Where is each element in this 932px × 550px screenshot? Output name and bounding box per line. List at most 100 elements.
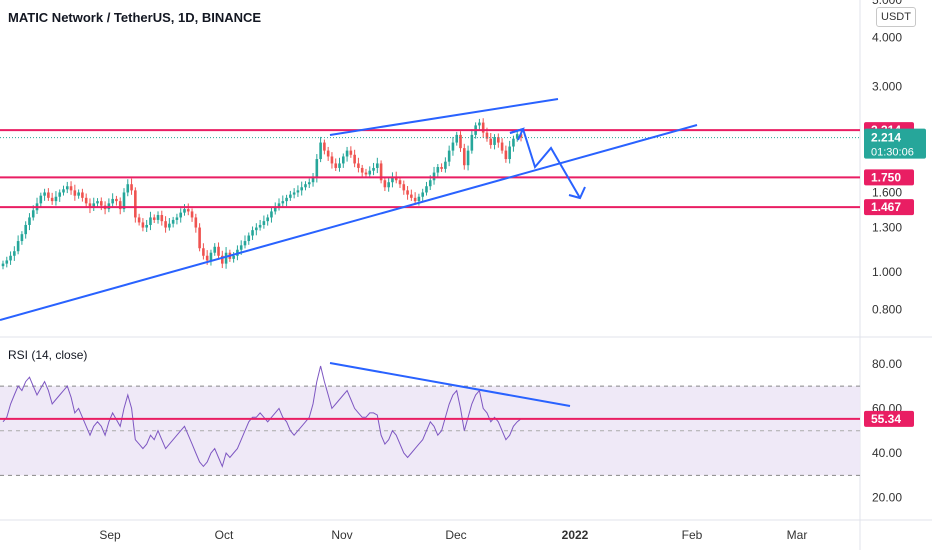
last-price-badge <box>864 128 926 159</box>
candle-body <box>512 138 515 147</box>
candle-body <box>24 224 27 235</box>
time-axis-ticks[interactable]: Sep Oct Nov Dec 2022 Feb Mar <box>99 528 807 542</box>
candle-body <box>156 215 160 220</box>
upper-channel-trendline[interactable] <box>329 98 559 136</box>
level-price-badge-text: 1.750 <box>871 170 901 184</box>
candle-body <box>410 194 413 198</box>
candle-body <box>20 234 24 242</box>
candle-body <box>444 161 447 169</box>
price-tick-label: 0.800 <box>872 303 902 317</box>
candle-body <box>58 192 62 197</box>
candle-body <box>277 203 281 207</box>
candle-body <box>69 186 73 191</box>
candle-body <box>338 163 341 168</box>
candle-body <box>100 201 103 206</box>
price-axis-ticks[interactable]: 5.000 4.000 3.000 1.600 1.300 1.000 0.800 <box>872 0 902 317</box>
candle-body <box>13 251 16 256</box>
candle-body <box>462 148 466 166</box>
candle-body <box>247 235 251 242</box>
time-tick-label: Feb <box>682 528 703 542</box>
small-wedge-drawing <box>509 127 525 141</box>
candle-body <box>379 163 383 181</box>
candle-body <box>16 241 20 252</box>
price-tick-label: 5.000 <box>872 0 902 7</box>
candle-body <box>413 197 417 202</box>
time-tick-label: Oct <box>215 528 234 542</box>
candle-body <box>304 184 307 188</box>
candle-body <box>391 177 394 183</box>
candle-body <box>349 150 353 155</box>
candle-body <box>270 211 273 218</box>
rsi-divergence-trendline[interactable] <box>329 362 571 407</box>
price-tick-label: 1.600 <box>872 185 902 199</box>
candle-body <box>224 252 228 264</box>
candle-body <box>300 187 304 191</box>
rsi-line <box>2 365 522 468</box>
candle-body <box>183 209 186 213</box>
candle-body <box>164 221 167 228</box>
candle-body <box>73 190 77 196</box>
candle-body <box>205 255 209 261</box>
candle-body <box>190 211 194 218</box>
candle-body <box>368 170 372 175</box>
candle-body <box>315 159 319 178</box>
candle-body <box>149 217 152 225</box>
rsi-value-badge <box>864 410 914 427</box>
candle-body <box>323 142 326 151</box>
candle-body <box>402 184 406 191</box>
candle-body <box>239 245 243 250</box>
candle-body <box>364 172 368 175</box>
rsi-tick-label: 80.00 <box>872 357 902 371</box>
candle-body <box>92 203 96 208</box>
candle-body <box>447 150 451 162</box>
candle-body <box>504 150 508 160</box>
last-price-countdown: 01:30:06 <box>871 147 914 159</box>
time-tick-label: Sep <box>99 528 121 542</box>
candle-body <box>478 122 481 126</box>
candle-body <box>266 217 269 222</box>
candle-body <box>31 210 35 218</box>
lower-support-trendline[interactable] <box>0 124 698 321</box>
candle-body <box>232 255 235 259</box>
candlestick-series <box>1 118 523 270</box>
symbol-title[interactable]: MATIC Network / TetherUS, 1D, BINANCE <box>8 10 261 25</box>
candle-body <box>497 137 500 143</box>
last-price-badge-value: 2.214 <box>871 131 901 145</box>
candle-body <box>376 163 379 168</box>
rsi-value-badge-text: 55.34 <box>871 412 901 426</box>
level-price-badge-text: 1.467 <box>871 200 901 214</box>
candle-body <box>28 217 31 225</box>
candle-body <box>383 180 387 188</box>
candle-body <box>455 134 459 143</box>
candle-body <box>43 192 46 196</box>
candle-body <box>319 142 322 160</box>
candle-body <box>255 227 258 231</box>
candle-body <box>137 217 141 223</box>
currency-selector[interactable]: USDT <box>876 7 916 27</box>
candle-body <box>168 223 171 228</box>
price-tick-label: 3.000 <box>872 79 902 93</box>
candle-body <box>262 221 266 225</box>
candle-body <box>281 201 285 204</box>
candle-body <box>406 190 409 195</box>
candle-body <box>118 201 122 210</box>
candle-body <box>65 186 69 190</box>
candle-body <box>39 195 43 204</box>
candle-body <box>1 263 5 267</box>
candle-body <box>47 192 50 198</box>
candle-body <box>296 190 300 193</box>
price-tick-label: 1.000 <box>872 265 902 279</box>
price-tick-label: 4.000 <box>872 31 902 45</box>
rsi-title[interactable]: RSI (14, close) <box>8 348 87 362</box>
candle-body <box>334 163 338 168</box>
candle-body <box>171 219 175 224</box>
candle-body <box>273 206 277 212</box>
candle-body <box>81 192 84 198</box>
candle-body <box>360 167 364 173</box>
candle-body <box>330 156 334 164</box>
candle-body <box>130 184 133 191</box>
candle-body <box>179 212 183 218</box>
price-tick-label: 1.300 <box>872 221 902 235</box>
